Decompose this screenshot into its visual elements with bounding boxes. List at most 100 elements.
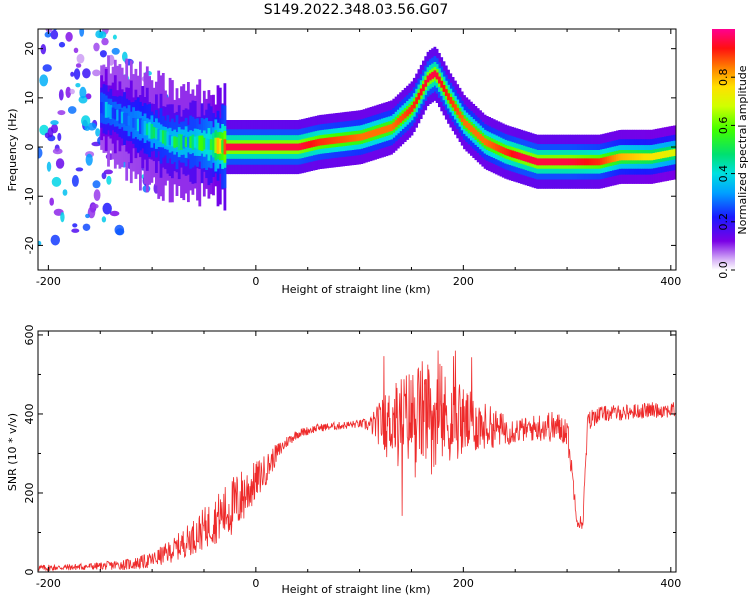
spectrogram-ridge-cell [543,158,546,166]
spectrogram-ridge-cell [634,153,638,161]
spectrogram-ridge-cell [321,138,325,146]
x-tick-label: 0 [252,577,259,590]
y-tick-label: 600 [23,324,36,345]
spectrogram-ridge-cell [465,121,469,128]
colorbar-label: Normalized spectral amplitude [736,65,749,234]
spectrogram-ridge-cell [600,157,603,165]
spectrogram-ridge-cell [563,158,567,166]
spectrogram-blob [75,63,82,68]
spectrogram-ridge-cell [276,143,279,151]
spectrogram-ridge-cell [394,120,398,128]
spectrogram-ridge-cell [485,139,489,147]
spectrogram-ridge-cell [549,158,553,166]
spectrogram-ridge-cell [298,143,302,151]
spectrogram-blob [50,120,59,126]
spectrogram-ridge-cell [508,149,512,157]
spectrogram-ridge-cell [307,141,311,148]
spectrogram-ridge-cell [141,119,145,135]
spectrogram-ridge-cell [164,130,167,146]
spectrogram-ridge-cell [223,139,227,155]
spectrogram-ridge-cell [451,100,455,108]
spectrogram-ridge-cell [552,158,555,166]
spectrogram-blob [93,42,100,52]
spectrogram-blob [101,37,109,46]
spectrogram-ridge-cell [305,141,309,149]
spectrogram-ridge-cell [189,136,193,148]
spectrogram-ridge-cell [118,109,122,124]
spectrogram-ridge-cell [287,143,291,151]
spectrogram-ridge-cell [202,137,206,150]
spectrogram-ridge-cell [136,118,140,132]
spectrogram-ridge-cell [403,111,407,119]
spectrogram-ridge-cell [545,158,549,166]
spectrogram-blob [78,95,88,104]
spectrogram-blob [85,213,90,219]
spectrogram-ridge-cell [159,129,163,142]
x-tick-label: 200 [453,577,474,590]
spectrogram-ridge-cell [326,137,329,145]
spectrogram-ridge-cell [193,136,197,148]
spectrogram-ridge-cell [173,136,177,148]
spectrogram-blob [91,3,99,8]
y-tick-label: -20 [23,236,36,254]
spectrogram-ridge-cell [113,108,117,120]
spectrogram-ridge-cell [568,158,571,166]
spectrogram-ridge-cell [533,157,537,165]
spectrogram-ridge-cell [182,135,186,149]
spectrogram-ridge-cell [111,107,115,119]
spectrogram-ridge-cell [431,71,434,79]
spectrogram-ridge-cell [559,158,562,166]
spectrogram-blob [44,31,52,38]
x-tick-label: -200 [36,577,61,590]
spectrogram-blob [107,3,114,10]
spectrogram-ridge-cell [367,131,371,139]
spectrogram-blob [84,12,91,23]
spectrogram-ridge-cell [127,115,131,126]
spectrogram-ridge-cell [584,158,587,166]
spectrogram-ridge-cell [328,137,332,145]
spectrogram-ridge-cell [353,134,357,142]
spectrogram-blob [49,197,54,206]
spectrogram-ridge-cell [497,145,501,152]
spectrogram-ridge-cell [278,143,282,151]
spectrogram-blob [71,175,79,187]
spectrogram-blob [82,68,91,79]
spectrogram-ridge-cell [342,135,345,143]
spectrogram-ridge-cell [490,141,494,149]
spectrogram-blob [81,115,91,127]
spectrogram-blob [79,3,85,13]
spectrogram-blob [101,172,107,180]
spectrogram-ridge-cell [374,129,377,137]
spectrogram-ridge-cell [296,143,300,151]
x-tick-label: -200 [36,275,61,288]
spectrogram-blob [63,23,70,29]
spectrogram-ridge-cell [209,139,213,150]
spectrogram-ridge-cell [294,143,297,151]
spectrogram-ridge-cell [355,134,359,142]
spectrogram-ridge-cell [175,137,179,147]
spectrogram-blob [38,147,43,159]
spectrogram-ridge-cell [116,109,119,121]
spectrogram-ridge-cell [376,128,380,136]
spectrogram-ridge-cell [460,115,464,122]
spectrogram-ridge-cell [358,133,361,141]
spectrogram-ridge-cell [100,102,103,114]
colorbar-tick-label: 0.4 [717,165,730,183]
spectrogram-ridge-cell [280,143,284,151]
spectrogram-ridge-cell [659,151,663,159]
y-tick-label: 400 [23,403,36,424]
spectrogram-ridge-cell [187,136,190,148]
spectrogram-ridge-cell [362,132,366,140]
spectrogram-ridge-cell [285,143,288,151]
spectrogram-blob [75,167,84,172]
spectrogram-ridge-cell [180,134,183,150]
spectrogram-blob [115,228,125,236]
spectrogram-ridge-cell [670,149,674,157]
spectrogram-ridge-cell [632,153,635,161]
spectrogram-blob [71,228,80,233]
spectrogram-ridge-cell [668,149,672,157]
spectrogram-panel: -200 0 200 400 -20 -10 0 10 20 Height of straigh… [6,3,681,296]
spectrogram-ridge-cell [492,142,496,150]
spectrogram-ridge-cell [531,157,535,164]
spectrogram-ridge-cell [230,143,234,151]
